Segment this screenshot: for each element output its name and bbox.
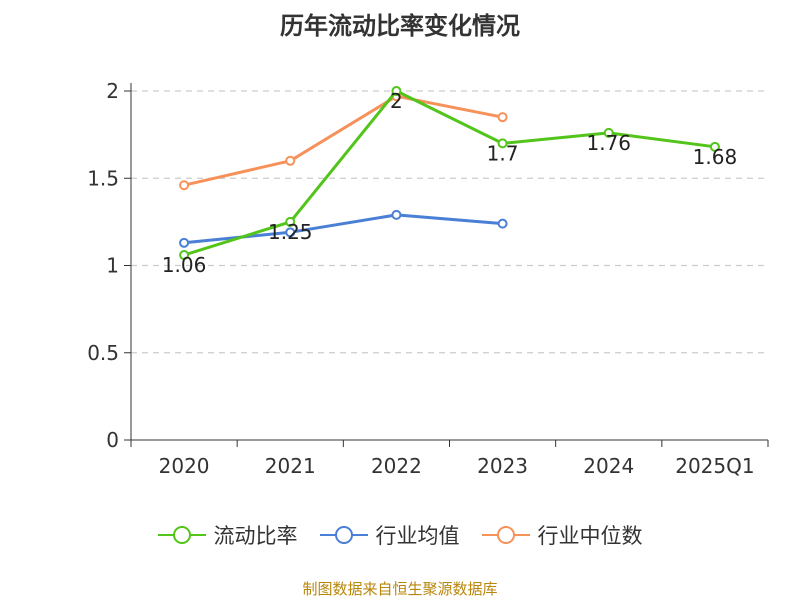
data-point bbox=[603, 127, 614, 138]
data-label: 1.7 bbox=[487, 141, 519, 165]
legend-swatch-industry-median bbox=[481, 526, 530, 544]
source-note: 制图数据来自恒生聚源数据库 bbox=[302, 580, 498, 598]
data-point bbox=[285, 216, 296, 227]
x-tick-label: 2022 bbox=[371, 454, 422, 478]
data-point bbox=[391, 86, 402, 96]
data-label: 1.25 bbox=[268, 220, 313, 244]
legend: 流动比率 行业均值 行业中位数 bbox=[0, 520, 800, 550]
legend-label-industry-median: 行业中位数 bbox=[537, 524, 643, 548]
data-label: 2 bbox=[390, 89, 403, 113]
data-point bbox=[709, 141, 720, 152]
data-point bbox=[285, 155, 296, 166]
y-tick-label: 1.5 bbox=[87, 166, 119, 190]
legend-swatch-industry-mean bbox=[319, 526, 368, 544]
legend-swatch-current-ratio bbox=[157, 526, 206, 544]
data-point bbox=[497, 218, 508, 229]
data-label: 1.68 bbox=[693, 145, 738, 169]
data-point bbox=[179, 180, 190, 191]
y-tick-label: 2 bbox=[106, 79, 119, 103]
data-point bbox=[179, 250, 190, 261]
x-tick-label: 2021 bbox=[265, 454, 316, 478]
data-point bbox=[497, 138, 508, 149]
series-line-2 bbox=[183, 94, 503, 187]
legend-item-industry-mean[interactable]: 行业均值 bbox=[319, 520, 460, 550]
data-point bbox=[391, 209, 402, 220]
y-tick-label: 0 bbox=[106, 428, 119, 452]
legend-label-industry-mean: 行业均值 bbox=[375, 524, 460, 548]
legend-item-current-ratio[interactable]: 流动比率 bbox=[157, 520, 298, 550]
x-tick-label: 2023 bbox=[477, 454, 528, 478]
data-point bbox=[497, 112, 508, 123]
legend-label-current-ratio: 流动比率 bbox=[213, 524, 298, 548]
y-tick-label: 0.5 bbox=[87, 341, 119, 365]
chart-title: 历年流动比率变化情况 bbox=[280, 12, 520, 40]
x-tick-label: 2025Q1 bbox=[675, 454, 754, 478]
x-tick-label: 2020 bbox=[159, 454, 210, 478]
data-label: 1.06 bbox=[162, 253, 207, 277]
data-point bbox=[179, 237, 190, 248]
data-label: 1.76 bbox=[586, 131, 631, 155]
data-point bbox=[285, 227, 296, 238]
legend-item-industry-median[interactable]: 行业中位数 bbox=[481, 520, 643, 550]
series-line-0 bbox=[183, 89, 716, 257]
y-tick-label: 1 bbox=[106, 254, 119, 278]
x-tick-label: 2024 bbox=[583, 454, 634, 478]
